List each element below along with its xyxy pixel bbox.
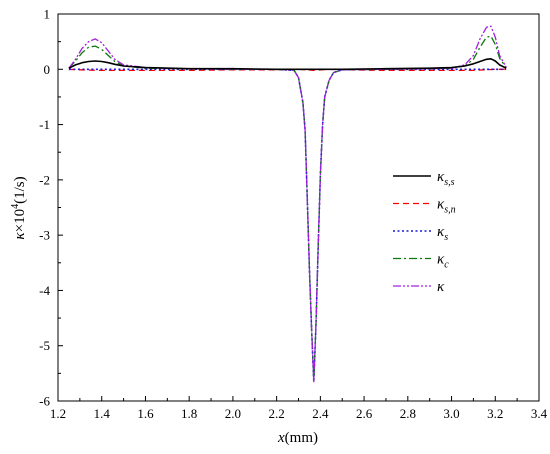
x-tick-label: 2.8 <box>400 406 416 421</box>
legend-label-2: κs <box>437 224 448 243</box>
x-tick-label: 2.6 <box>356 406 373 421</box>
series-line-4 <box>68 25 507 383</box>
plot-area <box>57 13 540 402</box>
y-tick-label: -4 <box>39 283 50 298</box>
x-tick-label: 1.4 <box>94 406 111 421</box>
y-tick-label: -3 <box>39 228 50 243</box>
y-tick-label: 1 <box>44 7 51 22</box>
tick-labels: 1.2 1.4 1.6 1.8 2.0 2.2 2.4 2.6 2.8 3.0 3.2 3.4 -6 -5… <box>39 7 547 422</box>
x-tick-label: 3.0 <box>443 406 459 421</box>
x-axis-title: x(mm) <box>277 430 318 446</box>
legend-label-4: κ <box>437 279 445 295</box>
legend: κs,s κs,n κs κc κ <box>393 169 456 295</box>
x-tick-label: 2.0 <box>225 406 241 421</box>
x-tick-label: 1.8 <box>181 406 197 421</box>
x-tick-label: 1.6 <box>137 406 154 421</box>
series-line-1 <box>68 68 507 72</box>
y-tick-label: -6 <box>39 394 50 409</box>
series-line-0 <box>68 57 507 71</box>
x-tick-label: 3.2 <box>487 406 503 421</box>
legend-label-1: κs,n <box>437 197 456 216</box>
y-tick-label: -2 <box>39 172 50 187</box>
legend-label-0: κs,s <box>437 169 455 188</box>
x-tick-label: 2.2 <box>269 406 285 421</box>
y-tick-label: -5 <box>39 338 50 353</box>
y-tick-label: -1 <box>39 117 50 132</box>
y-tick-label: 0 <box>44 62 51 77</box>
x-tick-label: 3.4 <box>531 406 548 421</box>
y-axis-title: κ×104(1/s) <box>10 176 28 239</box>
legend-label-3: κc <box>437 252 449 271</box>
x-tick-label: 1.2 <box>50 406 66 421</box>
series-lines <box>68 25 507 383</box>
axis-ticks <box>57 13 540 402</box>
x-tick-label: 2.4 <box>312 406 329 421</box>
